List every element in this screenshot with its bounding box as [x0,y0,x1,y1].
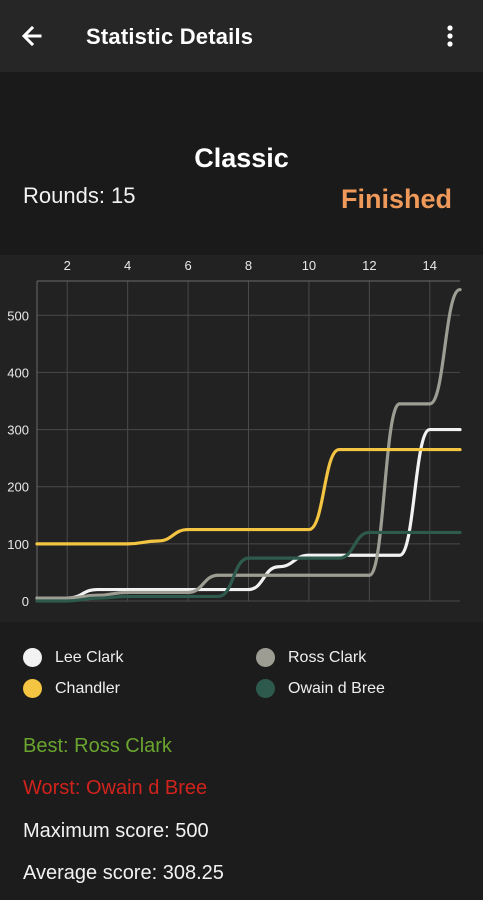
page-title: Statistic Details [86,24,254,49]
app-bar: Statistic Details [0,0,483,72]
x-tick-label: 8 [245,258,252,273]
legend-label: Owain d Bree [288,679,385,697]
game-status: Finished [340,184,452,214]
chart-legend: Lee Clark Ross Clark Chandler Owain d Br… [0,640,483,710]
y-tick-label: 500 [7,308,29,323]
x-tick-label: 6 [184,258,191,273]
y-tick-label: 400 [7,365,29,380]
legend-item-ross-clark: Ross Clark [256,648,366,667]
rounds-count: Rounds: 15 [23,183,136,208]
x-tick-label: 2 [64,258,71,273]
more-vertical-icon[interactable] [440,22,460,50]
arrow-left-icon[interactable] [18,22,46,50]
x-tick-label: 4 [124,258,131,273]
x-tick-label: 10 [302,258,316,273]
legend-label: Chandler [55,679,120,697]
y-tick-label: 100 [7,537,29,552]
series-line-lee-clark [35,427,462,600]
game-header [0,72,483,255]
score-chart: 0 100 200 300 400 500 2 4 6 8 10 12 14 [0,255,483,622]
legend-label: Lee Clark [55,648,124,666]
legend-dot-icon [23,648,42,667]
y-tick-label: 0 [22,594,29,609]
legend-label: Ross Clark [288,648,367,666]
game-name: Classic [194,143,289,173]
average-score: Average score: 308.25 [23,862,224,884]
legend-item-chandler: Chandler [23,679,120,698]
x-tick-label: 12 [362,258,376,273]
legend-dot-icon [23,679,42,698]
legend-item-owain-d-bree: Owain d Bree [256,679,385,698]
maximum-score: Maximum score: 500 [23,820,209,842]
best-player: Best: Ross Clark [23,735,172,757]
legend-dot-icon [256,648,275,667]
y-tick-label: 300 [7,423,29,438]
worst-player: Worst: Owain d Bree [23,777,208,799]
legend-item-lee-clark: Lee Clark [23,648,123,667]
score-chart-svg: 0 100 200 300 400 500 2 4 6 8 10 12 14 [7,258,462,609]
series-line-owain-d-bree [35,530,462,603]
series-line-ross-clark [35,287,462,600]
legend-dot-icon [256,679,275,698]
x-tick-label: 14 [423,258,437,273]
y-tick-label: 200 [7,480,29,495]
series-line-chandler [35,447,462,546]
